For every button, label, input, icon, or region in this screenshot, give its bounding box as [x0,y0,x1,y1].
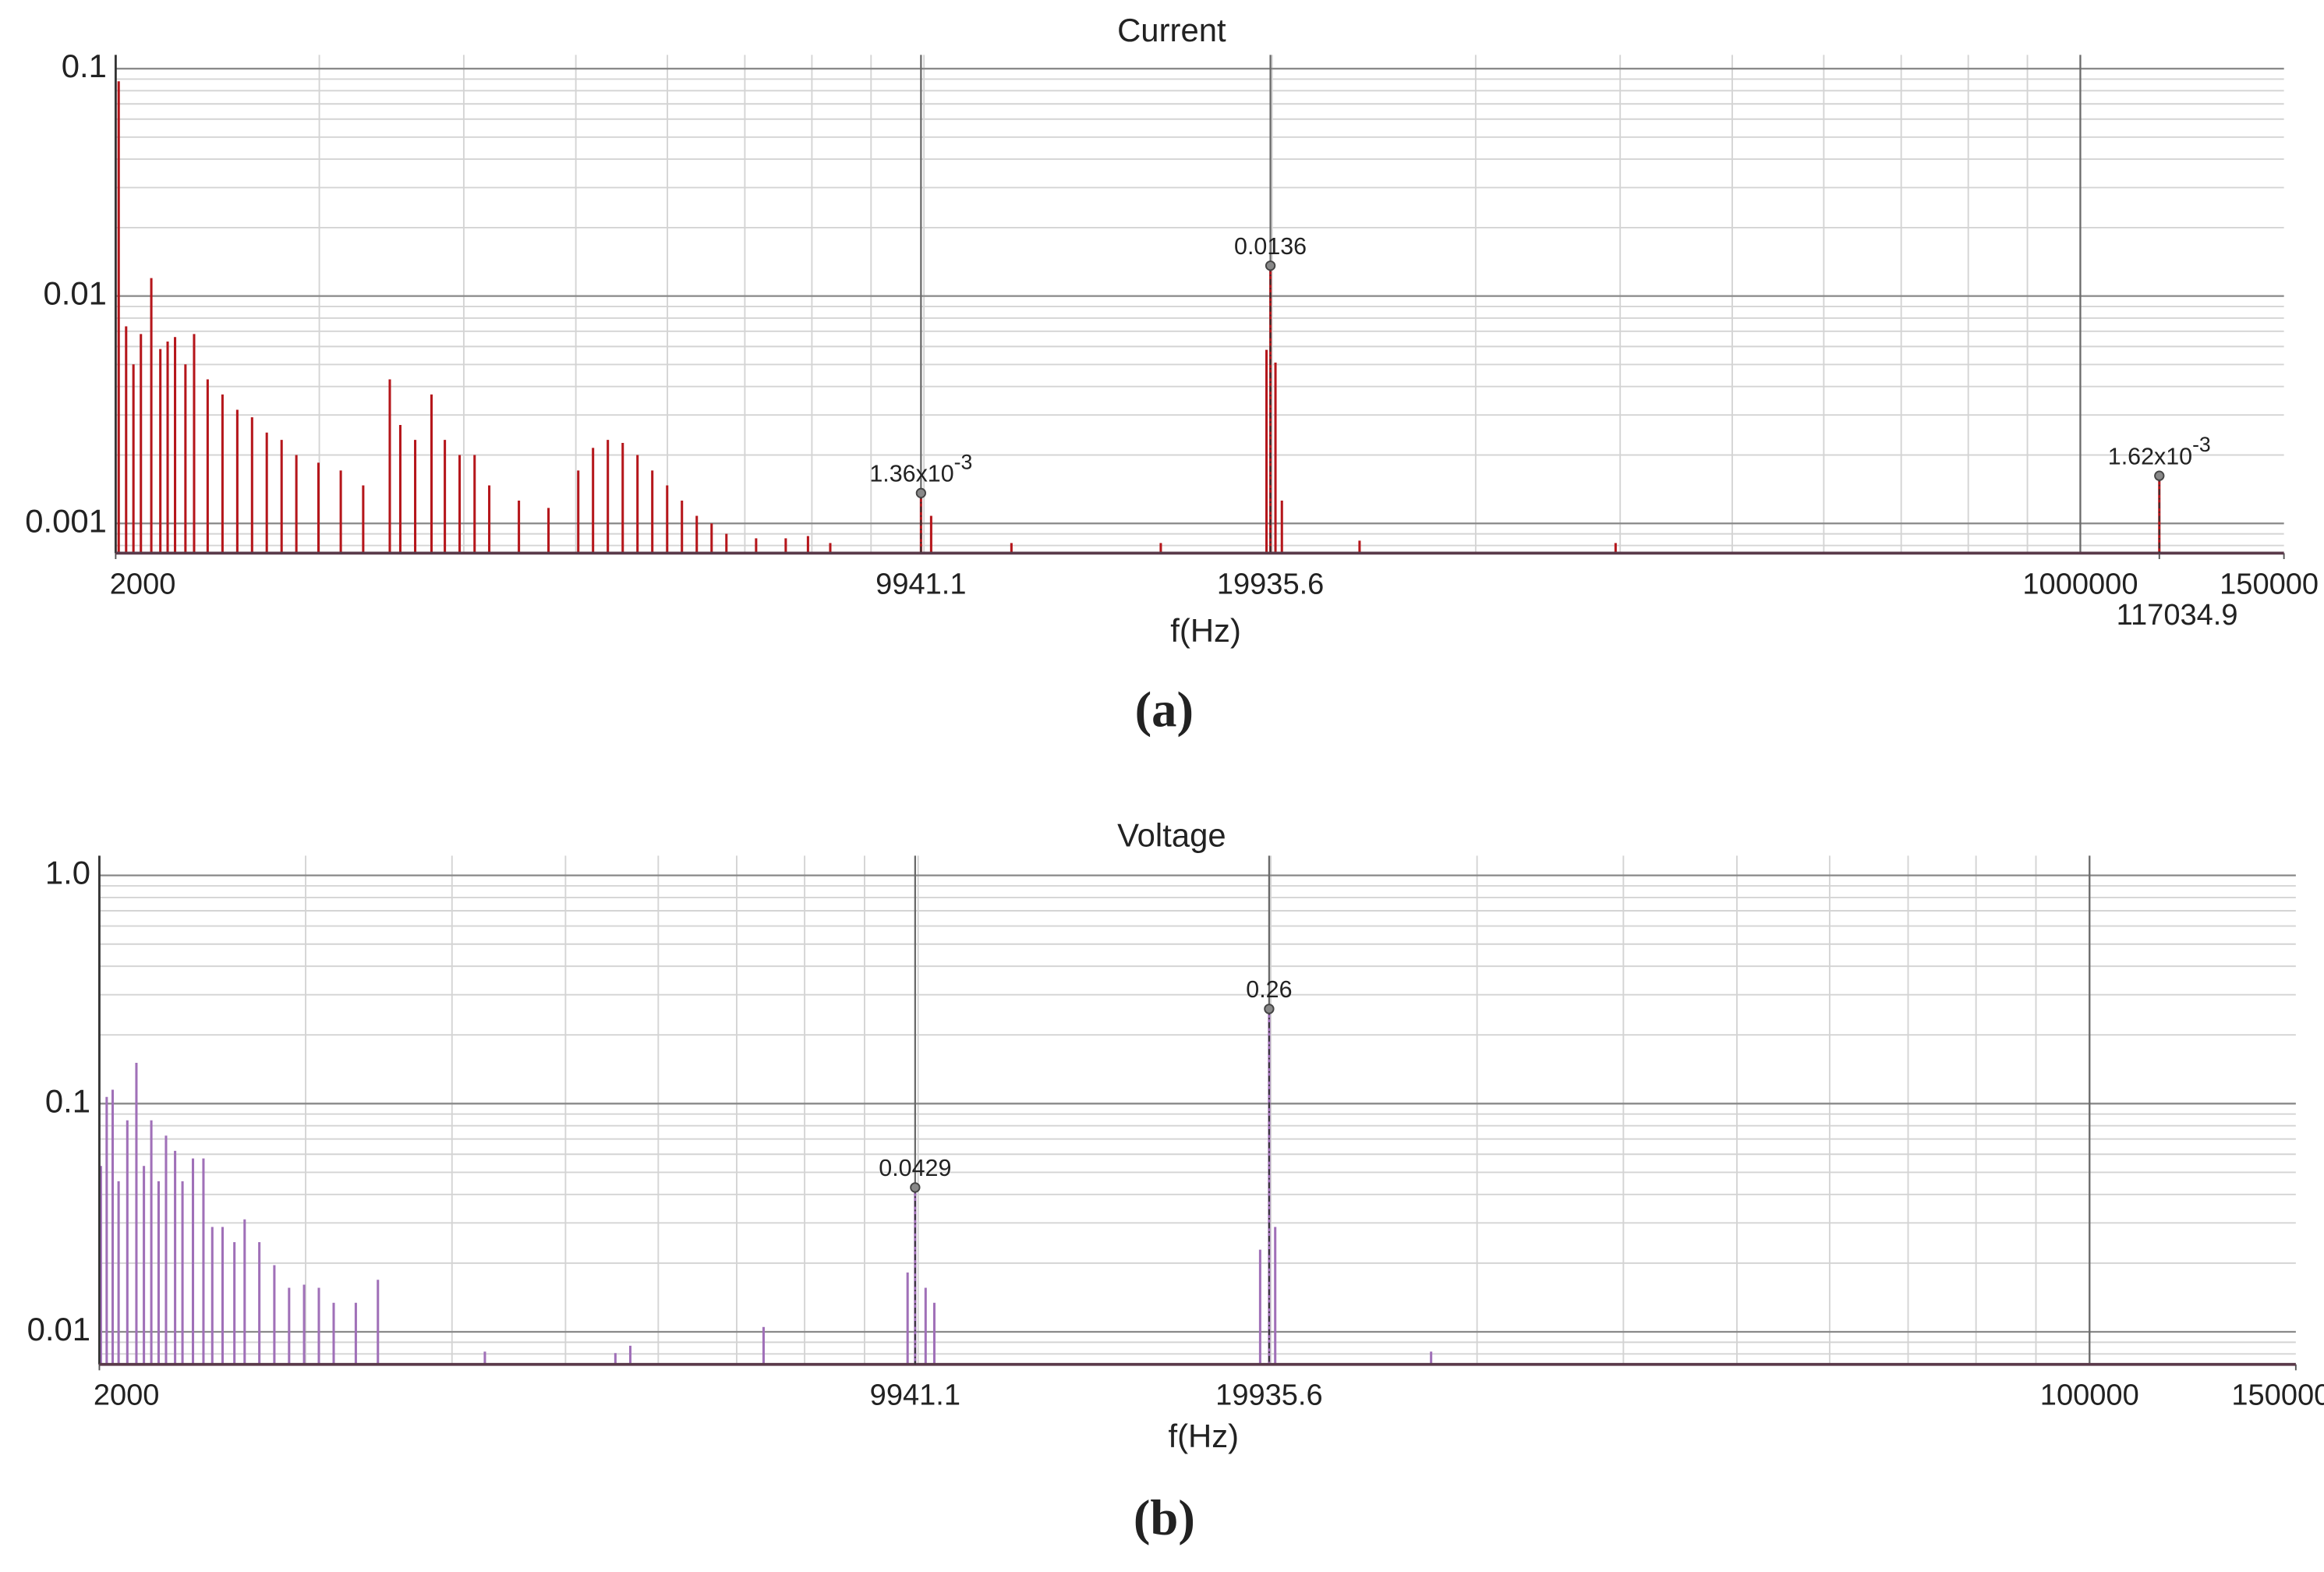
caption: (a) [1135,682,1194,738]
annotation-marker [2154,470,2165,481]
annotation-marker [915,487,927,498]
annotation-text: 0.26 [1246,976,1292,1003]
x-tick-label: 19935.6 [1217,568,1325,600]
annotation-label: 0.0429 [879,1155,951,1181]
caption: (b) [1134,1489,1195,1545]
annotation-text: 1.62x10 [2108,443,2192,469]
y-tick-label: 0.1 [45,1082,90,1119]
x-tick-label: 100000 [2040,1379,2139,1412]
annotation-marker [910,1182,921,1193]
x-tick-label: 2000 [94,1379,160,1412]
x-tick-label: 9941.1 [870,1379,960,1412]
annotation-text: 0.0136 [1234,233,1307,260]
annotation-label: 1.62x10-3 [2108,433,2211,469]
chart-title: Current [1117,12,1226,48]
annotation-label: 0.0136 [1234,233,1307,260]
chart-title: Voltage [1117,817,1226,854]
x-axis-label: f(Hz) [1168,1418,1239,1454]
x-tick-label: 2000 [110,568,176,600]
x-tick-label: 150000 [2220,568,2319,600]
x-tick-label: 117034.9 [2117,599,2238,632]
x-tick-label: 9941.1 [875,568,966,600]
x-tick-label: 150000 [2231,1379,2324,1412]
y-tick-label: 0.01 [44,275,107,312]
y-tick-label: 0.01 [27,1311,90,1347]
annotation-text: 1.36x10 [869,461,953,487]
x-axis-label: f(Hz) [1170,612,1241,649]
annotation-label: 1.36x10-3 [869,450,972,487]
annotation-exponent: -3 [2192,433,2211,456]
annotation-text: 0.0429 [879,1155,951,1181]
annotation-marker [1265,260,1276,271]
annotation-marker [1264,1004,1275,1014]
x-tick-label: 1000000 [2022,568,2138,600]
annotation-label: 0.26 [1246,976,1292,1003]
y-tick-label: 1.0 [45,855,90,891]
y-tick-label: 0.1 [62,48,107,84]
x-tick-label: 19935.6 [1215,1379,1323,1412]
annotation-exponent: -3 [954,450,973,473]
y-tick-label: 0.001 [25,502,107,539]
